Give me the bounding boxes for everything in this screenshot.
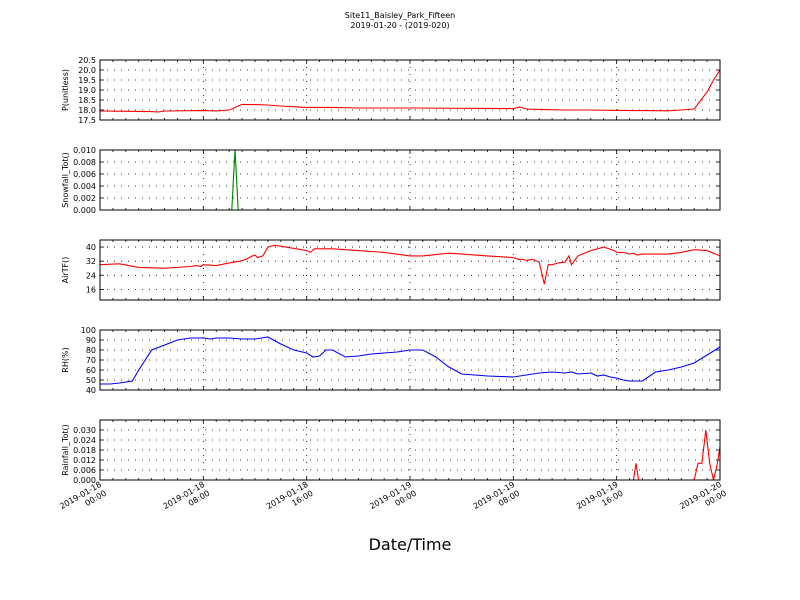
y-tick-label: 60	[86, 366, 96, 375]
y-tick-label: 20.0	[78, 66, 96, 75]
y-axis-label: RH(%)	[61, 347, 70, 372]
y-tick-label: 19.5	[78, 76, 96, 85]
y-tick-label: 0.010	[73, 146, 96, 155]
y-tick-label: 0.002	[73, 194, 96, 203]
axes-frame	[99, 239, 721, 301]
y-axis-label: Rainfall_Tot()	[61, 424, 70, 476]
x-tick-label: 2019-01-1816:00	[265, 480, 315, 520]
y-tick-label: 0.024	[73, 436, 96, 445]
series-line	[100, 149, 720, 211]
panel-2: 0.000 0.002 0.004 0.006 0.008 0.010Snowfall_T…	[61, 146, 721, 215]
y-tick-label: 40	[86, 243, 96, 252]
y-tick-label: 70	[86, 356, 96, 365]
y-axis-label: P(unitless)	[61, 69, 70, 111]
y-tick-label: 0.012	[73, 456, 96, 465]
y-tick-label: 100	[81, 326, 96, 335]
y-tick-label: 18.5	[78, 96, 96, 105]
y-tick-label: 19.0	[78, 86, 96, 95]
x-tick-label: 2019-01-1916:00	[575, 480, 625, 520]
axes-frame	[99, 419, 721, 481]
y-axis-label: Snowfall_Tot()	[61, 152, 70, 208]
x-tick-labels: 2019-01-1800:00 2019-01-1808:00 2019-01-18…	[58, 480, 728, 520]
y-tick-label: 16	[86, 285, 96, 294]
x-tick-label: 2019-01-1900:00	[368, 480, 418, 520]
series-line	[99, 244, 721, 285]
y-tick-label: 17.5	[78, 116, 96, 125]
y-tick-label: 0.008	[73, 158, 96, 167]
chart-title: Site11_Baisley_Park_Fifteen	[344, 11, 456, 20]
y-tick-label: 0.000	[73, 476, 96, 485]
panels-group: 17.518.018.519.019.520.020.5 P(unitless) 0…	[61, 56, 721, 485]
y-tick-label: 0.030	[73, 426, 96, 435]
panel-1: 17.518.018.519.019.520.020.5 P(unitless)	[61, 56, 721, 125]
axes-frame	[99, 59, 721, 121]
y-tick-label: 50	[86, 376, 96, 385]
series-line	[100, 336, 721, 385]
axes-frame	[99, 149, 721, 211]
y-tick-label: 20.5	[78, 56, 96, 65]
y-tick-label: 32	[86, 257, 96, 266]
y-tick-label: 0.000	[73, 206, 96, 215]
x-axis-label: Date/Time	[369, 535, 452, 554]
y-tick-label: 0.018	[73, 446, 96, 455]
x-tick-label: 2019-01-1800:00	[58, 480, 108, 520]
y-tick-label: 90	[86, 336, 96, 345]
y-axis-label: AirTF()	[61, 257, 70, 284]
panel-3: 16 24 32 40 AirTF()	[61, 239, 721, 301]
panel-5: 0.0000.0060.0120.0180.0240.030Rainfall_T…	[61, 419, 721, 485]
y-tick-label: 18.0	[78, 106, 96, 115]
y-tick-label: 80	[86, 346, 96, 355]
x-tick-label: 2019-01-1908:00	[472, 480, 522, 520]
x-tick-label: 2019-01-1808:00	[162, 480, 212, 520]
y-tick-label: 24	[86, 271, 96, 280]
series-line	[100, 429, 721, 481]
series-line	[99, 69, 721, 113]
chart-subtitle: 2019-01-20 - (2019-020)	[350, 21, 450, 30]
y-tick-label: 40	[86, 386, 96, 395]
axes-frame	[99, 329, 721, 391]
y-tick-label: 0.006	[73, 170, 96, 179]
y-tick-label: 0.006	[73, 466, 96, 475]
y-tick-label: 0.004	[73, 182, 96, 191]
x-tick-label: 2019-01-2000:00	[678, 480, 728, 520]
